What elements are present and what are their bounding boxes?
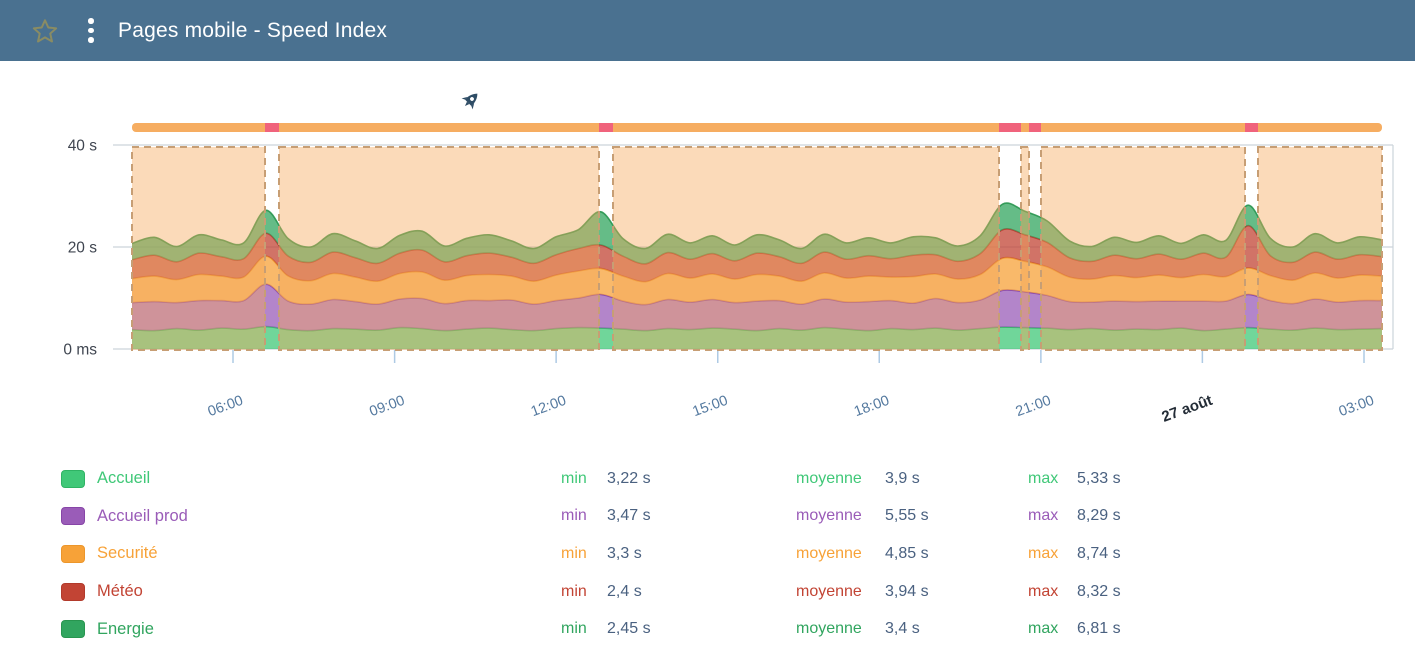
kebab-dot xyxy=(88,18,94,24)
panel-header: Pages mobile - Speed Index xyxy=(0,0,1415,61)
average-label: moyenne xyxy=(796,507,862,525)
series-name-label[interactable]: Accueil prod xyxy=(97,506,188,525)
kebab-dot xyxy=(88,37,94,43)
min-label: min xyxy=(561,582,587,600)
max-value: 5,33 s xyxy=(1077,469,1121,487)
y-axis-label: 0 ms xyxy=(63,342,97,359)
average-label: moyenne xyxy=(796,544,862,562)
page-title: Pages mobile - Speed Index xyxy=(118,18,388,42)
legend-swatch[interactable] xyxy=(61,469,85,488)
legend-row[interactable]: Météo min 2,4 s moyenne 3,94 s max 8,32 s xyxy=(61,573,1415,611)
area-Energie xyxy=(132,203,1382,264)
y-axis-label: 40 s xyxy=(68,138,98,155)
min-label: min xyxy=(561,620,587,638)
legend-row[interactable]: Energie min 2,45 s moyenne 3,4 s max 6,81 s xyxy=(61,610,1415,648)
min-value: 2,45 s xyxy=(607,620,651,638)
alert-overlay-segment xyxy=(1040,146,1246,351)
alert-overlay-segment xyxy=(278,146,600,351)
alert-overlay-segment xyxy=(131,146,266,351)
series-name-label[interactable]: Météo xyxy=(97,582,143,601)
max-value: 8,32 s xyxy=(1077,582,1121,600)
average-value: 3,4 s xyxy=(885,620,920,638)
min-label: min xyxy=(561,507,587,525)
rocket-icon[interactable] xyxy=(459,88,482,111)
min-value: 2,4 s xyxy=(607,582,642,600)
max-value: 8,29 s xyxy=(1077,507,1121,525)
average-value: 3,9 s xyxy=(885,469,920,487)
max-label: max xyxy=(1028,507,1059,525)
min-value: 3,47 s xyxy=(607,507,651,525)
min-label: min xyxy=(561,469,587,487)
alert-overlay-segment xyxy=(1020,146,1030,351)
legend-row[interactable]: Accueil prod min 3,47 s moyenne 5,55 s max 8,2… xyxy=(61,498,1415,536)
max-value: 6,81 s xyxy=(1077,620,1121,638)
x-axis-label: 03:00 xyxy=(1337,393,1377,420)
incident-segment[interactable] xyxy=(599,123,613,132)
legend-swatch[interactable] xyxy=(61,507,85,526)
alert-overlay-segment xyxy=(612,146,1000,351)
kebab-dot xyxy=(88,27,94,34)
x-axis-label: 12:00 xyxy=(529,393,569,420)
area-Accueil prod xyxy=(132,284,1382,331)
chart-area[interactable]: 40 s 20 s 0 ms 06:00 09:00 12:00 15:00 18:00 21:… xyxy=(0,61,1415,460)
average-label: moyenne xyxy=(796,620,862,638)
area-line-Energie xyxy=(132,202,1382,250)
x-axis-label: 06:00 xyxy=(206,393,246,420)
average-value: 4,85 s xyxy=(885,544,929,562)
speed-index-chart[interactable]: 40 s 20 s 0 ms 06:00 09:00 12:00 15:00 18:00 21:… xyxy=(0,61,1415,460)
average-label: moyenne xyxy=(796,469,862,487)
series-name-label[interactable]: Accueil xyxy=(97,469,151,488)
legend: Accueil min 3,22 s moyenne 3,9 s max 5,33 s Acc… xyxy=(0,460,1415,648)
events-bar[interactable] xyxy=(132,123,1382,132)
legend-row[interactable]: Accueil min 3,22 s moyenne 3,9 s max 5,33 s xyxy=(61,460,1415,498)
series-name-label[interactable]: Energie xyxy=(97,619,154,638)
x-axis-label: 18:00 xyxy=(852,393,892,420)
legend-row[interactable]: Securité min 3,3 s moyenne 4,85 s max 8,74 s xyxy=(61,535,1415,573)
area-Accueil xyxy=(132,326,1382,349)
incident-segment[interactable] xyxy=(1029,123,1041,132)
x-axis-label: 09:00 xyxy=(367,393,407,420)
legend-swatch[interactable] xyxy=(61,620,85,639)
average-value: 5,55 s xyxy=(885,507,929,525)
incident-segment[interactable] xyxy=(999,123,1021,132)
y-axis-label: 20 s xyxy=(68,240,98,257)
stacked-areas xyxy=(132,202,1382,349)
min-label: min xyxy=(561,544,587,562)
min-value: 3,22 s xyxy=(607,469,651,487)
average-label: moyenne xyxy=(796,582,862,600)
average-value: 3,94 s xyxy=(885,582,929,600)
legend-swatch[interactable] xyxy=(61,544,85,563)
series-name-label[interactable]: Securité xyxy=(97,544,158,563)
legend-swatch[interactable] xyxy=(61,582,85,601)
max-label: max xyxy=(1028,582,1059,600)
alert-overlay-segment xyxy=(1257,146,1383,351)
area-Securité xyxy=(132,256,1382,305)
max-label: max xyxy=(1028,469,1059,487)
max-label: max xyxy=(1028,544,1059,562)
x-axis-label: 21:00 xyxy=(1014,393,1054,420)
min-value: 3,3 s xyxy=(607,544,642,562)
x-axis-label: 27 août xyxy=(1160,392,1215,426)
panel-menu-button[interactable] xyxy=(82,14,100,48)
star-icon xyxy=(32,18,58,42)
max-value: 8,74 s xyxy=(1077,544,1121,562)
incident-segment[interactable] xyxy=(265,123,279,132)
incident-segment[interactable] xyxy=(1245,123,1258,132)
max-label: max xyxy=(1028,620,1059,638)
favorite-button[interactable] xyxy=(30,16,60,46)
x-axis-label: 15:00 xyxy=(691,393,731,420)
